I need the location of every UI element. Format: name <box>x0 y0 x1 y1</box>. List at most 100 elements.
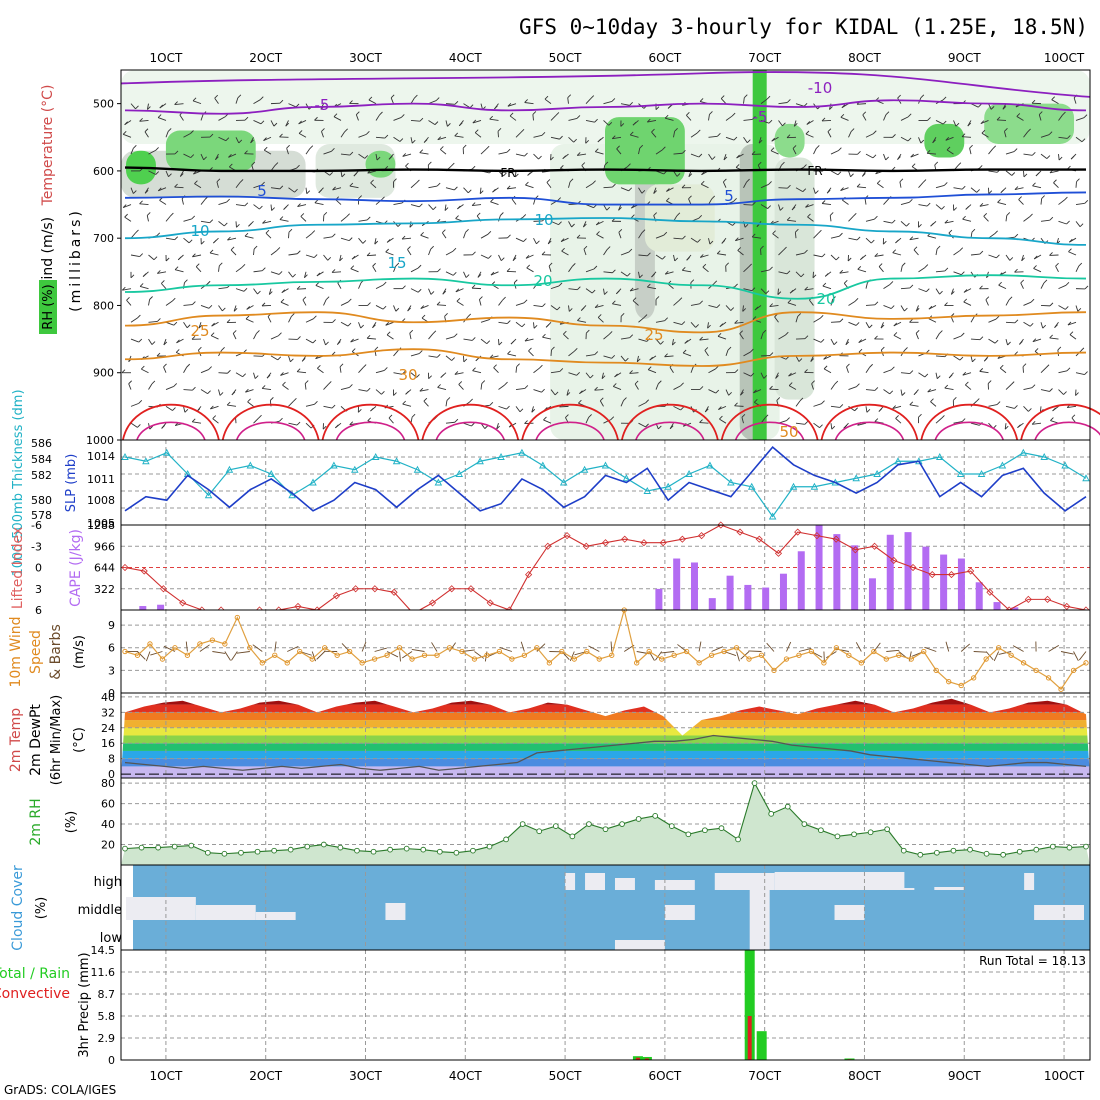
wind-barb <box>988 170 998 173</box>
wind-barb-flag <box>754 306 759 311</box>
wind-barb-flag <box>715 365 719 370</box>
wind-barb-flag <box>538 155 542 160</box>
wind-barb-flag <box>961 185 966 190</box>
wind-barb-flag <box>451 357 455 361</box>
wind-barb-flag <box>731 112 736 117</box>
wind-barb <box>795 103 805 107</box>
wind-barb-flag <box>440 374 445 378</box>
wind-barb-flag <box>1018 196 1022 200</box>
wind-barb-flag <box>339 257 343 262</box>
wind-barb <box>725 305 732 311</box>
wind-barb <box>515 321 523 328</box>
wind-barb <box>183 366 188 373</box>
wind-barb-flag <box>942 120 947 125</box>
wind-barb <box>235 182 241 189</box>
wind-barb <box>440 149 447 155</box>
wind-speed-point <box>484 652 490 658</box>
wind-barb-flag <box>1049 216 1054 221</box>
wind-barb <box>743 204 753 206</box>
cape-bar <box>940 554 948 610</box>
wind-barb <box>953 271 962 276</box>
wind-barb-flag <box>815 145 820 149</box>
wind-barb-flag <box>647 366 652 371</box>
rh-point <box>122 845 128 852</box>
wind-barb-flag <box>812 274 817 279</box>
wind-barb <box>1005 170 1013 176</box>
wind-barb-flag <box>174 236 179 240</box>
slp-line <box>124 445 1087 512</box>
wind-barb-flag <box>331 404 336 409</box>
wind-barb-flag <box>374 240 379 245</box>
rh-point <box>735 836 741 843</box>
wind-barb-flag <box>585 329 590 334</box>
wind-barb-flag <box>676 173 681 177</box>
rh-point <box>138 844 145 851</box>
rh-tick-label: 80 <box>101 777 115 790</box>
wind-barb <box>918 372 926 378</box>
wind-barb-flag <box>1057 346 1062 351</box>
wind-barb-flag <box>953 397 957 401</box>
wind-barb-flag <box>631 214 635 218</box>
wind-barb <box>428 204 434 210</box>
wind-barb-flag <box>857 150 861 155</box>
wind-barb-flag <box>163 363 167 368</box>
wind-barb-flag <box>296 250 301 255</box>
cape-bar <box>708 598 716 610</box>
lifted-index-point <box>871 542 879 550</box>
wind-barb <box>323 254 329 261</box>
wind-barb <box>463 232 466 239</box>
wind-barb <box>130 317 138 323</box>
wind-barb-flag <box>793 123 798 127</box>
wind-barb-flag <box>1067 135 1071 139</box>
isotherm-line <box>124 348 1087 367</box>
wind-barb <box>636 355 639 362</box>
wind-barb-flag <box>453 333 458 337</box>
wind-barb-flag <box>612 300 616 305</box>
wind-barb <box>1049 170 1059 174</box>
wind-barb <box>840 187 849 191</box>
wind-barb <box>690 366 694 373</box>
wind-barb-flag <box>279 185 284 190</box>
wind-barb-flag <box>784 331 789 336</box>
wind-speed-point <box>708 652 715 658</box>
wind-barb <box>946 149 954 155</box>
wind-barb <box>1051 99 1059 105</box>
wind-barb-flag <box>278 271 283 275</box>
wind-barb <box>774 316 779 323</box>
wind-barb-flag <box>151 380 156 385</box>
wind-barb <box>900 305 905 312</box>
wind-barb <box>583 249 587 256</box>
wind-barb-10m <box>945 641 950 652</box>
wind-barb-flag <box>192 386 196 391</box>
wind-barb-10m <box>748 650 762 652</box>
bottom-date-label: 4OCT <box>449 1069 482 1083</box>
wind-barb-flag <box>386 331 391 336</box>
wind-barb-10m <box>648 651 655 661</box>
wind-barb-flag <box>366 216 371 221</box>
slp-axis-label: SLP (mb) <box>64 454 79 513</box>
wind-barb-flag <box>382 305 387 310</box>
wind-barb-flag <box>327 256 332 261</box>
wind-barb <box>445 421 455 424</box>
isotherm-surface-arc <box>221 403 320 441</box>
wind-barb <box>603 204 608 211</box>
wind-barb-flag <box>664 353 668 358</box>
wind-barb <box>375 114 380 121</box>
wind-barb-flag <box>577 317 581 321</box>
wind-barb-flag <box>390 94 395 99</box>
wind-barb-flag <box>484 425 489 429</box>
wind-barb-flag <box>625 357 629 362</box>
wind-barb-flag <box>248 223 252 227</box>
wind-barb-flag <box>442 229 446 234</box>
wind-barb-flag <box>192 97 197 102</box>
bottom-date-label: 8OCT <box>848 1069 881 1083</box>
wind-barb <box>848 300 856 306</box>
wind-speed-point <box>496 648 503 655</box>
wind-barb-flag <box>979 202 984 207</box>
wind-barb <box>603 101 613 105</box>
wind-barb-flag <box>646 118 651 123</box>
wind-barb-flag <box>493 364 497 369</box>
rh-point <box>983 850 990 857</box>
wind-barb-flag <box>716 250 721 254</box>
wind-barb-flag <box>561 247 565 252</box>
